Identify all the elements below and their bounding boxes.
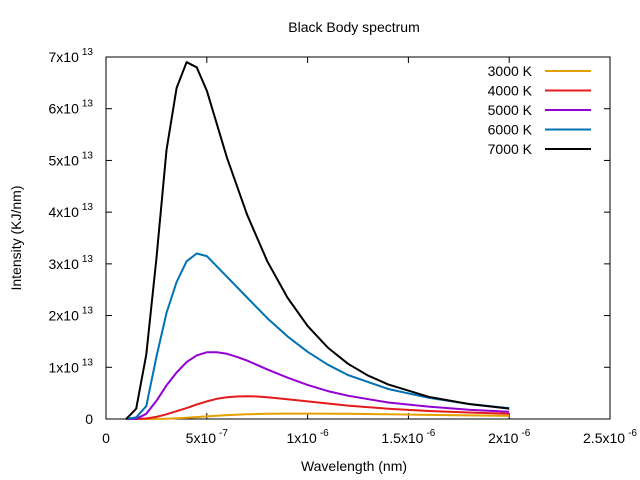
y-tick-label: 1x10 13: [49, 357, 94, 375]
series-line: [125, 61, 510, 420]
series-line: [126, 252, 510, 420]
y-tick-label: 7x10 13: [49, 47, 94, 65]
legend-label: 4000 K: [488, 83, 533, 99]
chart-title: Black Body spectrum: [288, 19, 420, 35]
series-layer: [125, 61, 510, 420]
legend: 3000 K 4000 K 5000 K 6000 K 7000 K: [488, 63, 591, 157]
x-tick-label: 2.5x10 -6: [583, 428, 637, 446]
series-line: [126, 351, 510, 420]
plot-frame: [105, 56, 611, 420]
y-tick-label: 4x10 13: [49, 202, 94, 220]
x-axis-label: Wavelength (nm): [301, 458, 407, 474]
y-tick-label: 0: [85, 411, 93, 427]
x-tick-label: 2x10 -6: [488, 428, 531, 446]
legend-label: 5000 K: [488, 102, 533, 118]
y-tick-label: 3x10 13: [49, 254, 94, 272]
y-tick-label: 6x10 13: [49, 99, 94, 117]
x-tick-label: 5x10 -7: [186, 428, 229, 446]
x-tick-label: 1x10 -6: [286, 428, 329, 446]
legend-label: 3000 K: [488, 63, 533, 79]
series-line: [126, 395, 510, 420]
x-tick-label: 0: [102, 430, 110, 446]
x-tick-label: 1.5x10 -6: [381, 428, 435, 446]
y-tick-label: 2x10 13: [49, 306, 94, 324]
legend-label: 6000 K: [488, 122, 533, 138]
y-tick-label: 5x10 13: [49, 150, 94, 168]
series-line: [126, 412, 510, 420]
axis-ticks: 0 5x10 -7 1x10 -6 1.5x10 -6 2x10 -6 2.5x10 -6 0 1x10…: [49, 47, 638, 446]
legend-label: 7000 K: [488, 141, 533, 157]
y-axis-label: Intensity (KJ/nm): [8, 185, 24, 290]
